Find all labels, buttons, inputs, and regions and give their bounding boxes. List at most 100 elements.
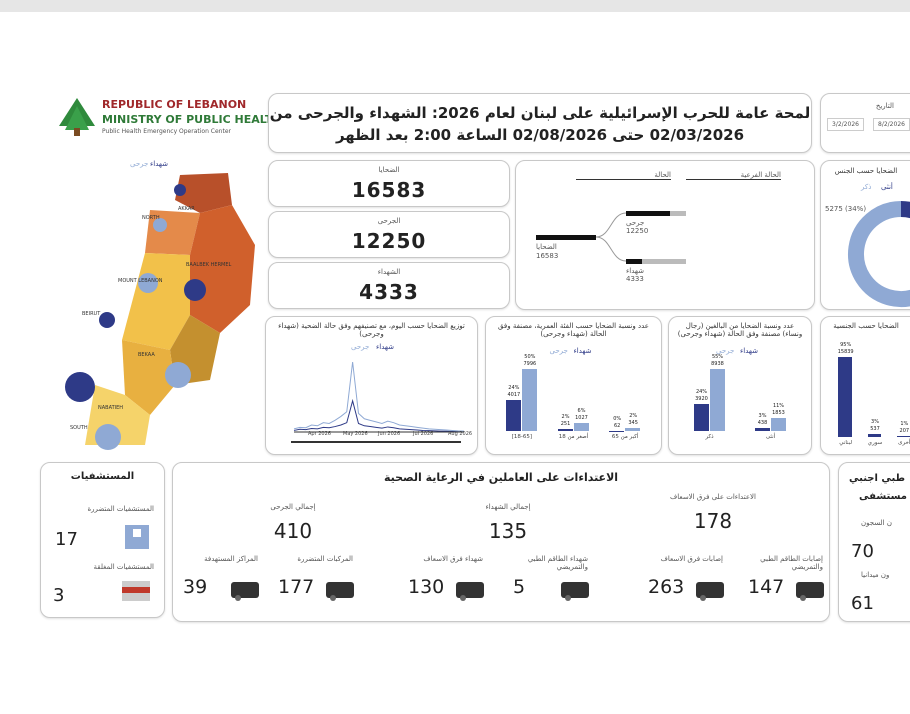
tree-link bbox=[595, 212, 627, 238]
line-plot bbox=[293, 361, 465, 433]
date-card: التاريخ 3/2/2026 8/2/2026 bbox=[820, 93, 910, 153]
stat-value: 178 bbox=[693, 509, 733, 533]
value-label: 1853 bbox=[772, 410, 785, 417]
legend-entry: جرحى bbox=[130, 160, 149, 168]
tree-value: 12250 bbox=[626, 227, 649, 235]
chart-title: الضحايا حسب الجنسية bbox=[833, 322, 899, 330]
logo-cedar bbox=[59, 98, 95, 136]
date-input[interactable]: 8/2/2026 bbox=[873, 118, 910, 131]
tree-value: 4333 bbox=[626, 275, 644, 283]
region-label: BEIRUT bbox=[82, 311, 101, 317]
stat-value: 39 bbox=[183, 576, 208, 598]
region-label: BEKAA bbox=[138, 352, 155, 358]
icon bbox=[231, 582, 259, 601]
gender-card: الضحايا حسب الجنس أنثى ذكر 5275 (34%) bbox=[820, 160, 910, 310]
percent-label: 24% bbox=[695, 388, 708, 395]
value-label: 4017 bbox=[507, 391, 521, 398]
stat-value: 263 bbox=[648, 576, 685, 598]
range-slider[interactable] bbox=[291, 441, 461, 443]
stat-value: 177 bbox=[278, 576, 315, 598]
value-label: 15839 bbox=[837, 349, 854, 355]
value-label: 62 bbox=[613, 422, 621, 429]
kpi-card: الجرحى 12250 bbox=[268, 211, 510, 258]
stat-label: ن السجون bbox=[861, 519, 892, 527]
title-line: 02/03/2026 حتى 02/08/2026 الساعة 2:00 بع… bbox=[335, 126, 745, 144]
icon-shape bbox=[561, 582, 589, 598]
icon-shape bbox=[460, 595, 466, 601]
donut-label: 5275 (34%) bbox=[825, 205, 867, 213]
stat-label: إجمالي الجرحى bbox=[270, 503, 316, 511]
tree-label: الضحايا bbox=[536, 243, 557, 251]
stat-label: المستشفيات المتضررة bbox=[87, 505, 154, 513]
stat-label: الاعتداءات على فرق الاسعاف bbox=[670, 493, 756, 501]
donut-slice bbox=[900, 201, 910, 219]
hospital-icon bbox=[125, 525, 149, 549]
value-label: 438 bbox=[757, 419, 768, 426]
stat-value: 147 bbox=[748, 576, 785, 598]
value-label: 7996 bbox=[523, 361, 537, 367]
tree-links bbox=[595, 212, 627, 262]
percent-label: 11% bbox=[772, 403, 785, 410]
center-name: Public Health Emergency Operation Center bbox=[102, 128, 231, 135]
data-line bbox=[293, 398, 465, 433]
foreign-card: طبي اجنبي مستشفى ن السجون 70 ون ميدانيا … bbox=[838, 462, 910, 622]
percent-label: 24% bbox=[508, 384, 520, 391]
bar bbox=[505, 399, 521, 431]
lebanon-map bbox=[65, 173, 255, 450]
stat-label: شهداء الطاقم الطبي والتمريضي bbox=[527, 555, 588, 571]
percent-label: 95% bbox=[840, 342, 852, 348]
date-input[interactable]: 3/2/2026 bbox=[827, 118, 864, 131]
stat-value: 70 bbox=[851, 541, 874, 562]
x-tick-label: أكبر من 65 bbox=[611, 434, 639, 440]
icon bbox=[796, 582, 824, 601]
value-label: 345 bbox=[628, 420, 638, 427]
percent-label: 50% bbox=[524, 354, 536, 360]
daily-chart: توزيع الضحايا حسب اليوم، مع تصنيفهم وفق … bbox=[265, 316, 478, 455]
icon-shape bbox=[235, 595, 241, 601]
kpi-value: 12250 bbox=[351, 229, 427, 253]
chart-title: عدد ونسبة الضحايا حسب الفئة العمرية، مصن… bbox=[498, 322, 649, 338]
value-label: 207 bbox=[899, 427, 910, 434]
kpi-label: الجرحى bbox=[377, 217, 401, 225]
nationality-chart: الضحايا حسب الجنسية لبناني 95% 15839 سوري 3%… bbox=[820, 316, 910, 455]
bar bbox=[754, 427, 770, 431]
card-title: طبي اجنبي bbox=[849, 473, 906, 484]
x-tick-label: أخرى bbox=[898, 440, 910, 446]
icon-shape bbox=[796, 582, 824, 598]
tree-value: 16583 bbox=[536, 252, 559, 260]
bar bbox=[557, 429, 573, 431]
stat-value: 61 bbox=[851, 593, 874, 614]
percent-label: 6% bbox=[577, 408, 586, 415]
chart-title: توزيع الضحايا حسب اليوم، مع تصنيفهم وفق … bbox=[278, 322, 465, 338]
tree-header: الحالة الفرعية bbox=[686, 171, 781, 180]
donut-slice bbox=[848, 201, 910, 307]
ministry-name: MINISTRY OF PUBLIC HEALTH bbox=[102, 113, 282, 126]
icon-shape bbox=[326, 582, 354, 598]
percent-label: 55% bbox=[711, 354, 724, 360]
kpi-label: الشهداء bbox=[377, 268, 401, 276]
legend-entry: شهداء bbox=[740, 347, 759, 355]
value-label: 3920 bbox=[695, 395, 708, 402]
title-card: لمحة عامة للحرب الإسرائيلية على لبنان لع… bbox=[268, 93, 812, 153]
icon-shape bbox=[565, 595, 571, 601]
x-tick-label: Aug 2026 bbox=[448, 431, 473, 437]
x-tick-label: ذكر bbox=[705, 434, 714, 440]
tree-bar bbox=[536, 235, 596, 240]
workers-card: الاعتداءات على العاملين في الرعاية الصحي… bbox=[172, 462, 830, 622]
x-tick-label: سوري bbox=[867, 440, 883, 446]
icon-shape bbox=[800, 595, 806, 601]
hospitals-card: المستشفيات المستشفيات المتضررة 17 المستش… bbox=[40, 462, 165, 618]
card-title: الاعتداءات على العاملين في الرعاية الصحي… bbox=[383, 471, 619, 484]
legend-entry: جرحى bbox=[549, 347, 568, 355]
value-label: 1027 bbox=[575, 415, 588, 422]
tree-header: الحالة bbox=[576, 171, 671, 180]
title-line: لمحة عامة للحرب الإسرائيلية على لبنان لع… bbox=[269, 104, 811, 122]
country-name: REPUBLIC OF LEBANON bbox=[102, 98, 247, 111]
percent-label: 3% bbox=[871, 419, 879, 426]
bar bbox=[709, 369, 725, 431]
icon-shape bbox=[330, 595, 336, 601]
percent-label: 2% bbox=[629, 413, 638, 420]
legend-entry: أنثى bbox=[881, 183, 893, 191]
bar bbox=[625, 428, 641, 431]
stat-value: 5 bbox=[513, 576, 526, 598]
